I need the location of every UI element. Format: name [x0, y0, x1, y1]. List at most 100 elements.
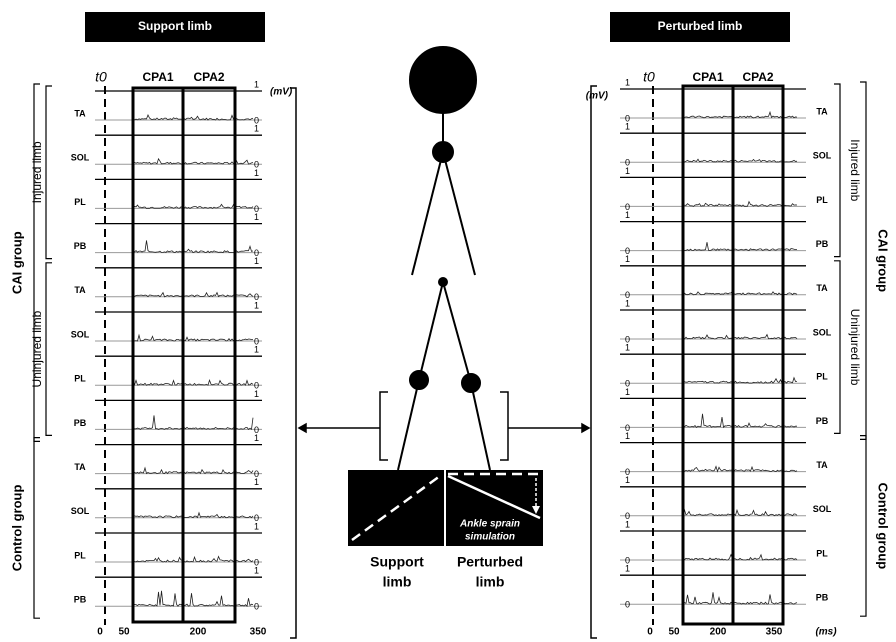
- unit-label: (mV): [586, 91, 609, 102]
- emg-trace: [683, 291, 797, 295]
- scale-one: 1: [254, 212, 259, 222]
- scale-one: 1: [625, 564, 630, 574]
- muscle-label: SOL: [71, 329, 90, 339]
- time-label: 50: [118, 627, 130, 638]
- scale-one: 1: [625, 475, 630, 485]
- figure: Support limb (mV) t0 CPA1 CPA2 1 0 TA 1 0 SOL 1 0 PL 1…: [0, 0, 896, 642]
- scale-one: 1: [254, 477, 259, 487]
- muscle-label: SOL: [71, 506, 90, 516]
- muscle-label: TA: [816, 460, 828, 470]
- time-unit: (ms): [815, 627, 837, 638]
- window-label: CPA1: [692, 70, 723, 84]
- emg-trace: [683, 510, 797, 516]
- muscle-label: PL: [816, 548, 828, 558]
- time-label: 200: [190, 627, 207, 638]
- panel-title: Support limb: [138, 19, 212, 33]
- muscle-label: PB: [816, 239, 829, 249]
- scale-one: 1: [254, 168, 259, 178]
- group-bracket: [860, 436, 866, 617]
- window-label: CPA2: [193, 70, 224, 84]
- window-label: CPA1: [142, 70, 173, 84]
- group-label: Control group: [9, 485, 24, 572]
- stick-figure: [398, 47, 490, 470]
- simulation-label: Ankle sprain: [459, 519, 520, 530]
- t0-label: t0: [643, 69, 655, 85]
- scale-one: 1: [625, 254, 630, 264]
- simulation-label: simulation: [465, 532, 515, 543]
- scale-one: 1: [625, 431, 630, 441]
- subgroup-bracket: [46, 86, 52, 259]
- subgroup-bracket: [46, 263, 52, 436]
- subgroup-label: Injured limb: [848, 139, 862, 201]
- scale-one: 1: [254, 433, 259, 443]
- subgroup-label: Uninjured limb: [848, 309, 862, 386]
- panel-bracket: [591, 86, 597, 638]
- emg-trace: [683, 159, 797, 162]
- muscle-label: PB: [74, 241, 87, 251]
- emg-trace: [683, 112, 797, 118]
- muscle-label: PB: [816, 416, 829, 426]
- muscle-label: TA: [74, 462, 86, 472]
- muscle-label: SOL: [813, 504, 832, 514]
- subgroup-bracket: [834, 84, 840, 257]
- muscle-label: SOL: [813, 327, 832, 337]
- scale-one: 1: [254, 345, 259, 355]
- scale-one: 1: [254, 389, 259, 399]
- group-bracket: [860, 82, 866, 439]
- support-label: limb: [383, 574, 412, 590]
- muscle-label: TA: [74, 285, 86, 295]
- scale-one: 1: [625, 166, 630, 176]
- muscle-label: PL: [816, 372, 828, 382]
- scale-one: 1: [625, 519, 630, 529]
- muscle-label: PL: [74, 197, 86, 207]
- time-label: 350: [766, 627, 783, 638]
- scale-one: 1: [625, 298, 630, 308]
- emg-trace: [683, 202, 797, 207]
- muscle-label: SOL: [71, 153, 90, 163]
- emg-trace: [683, 555, 797, 560]
- support-label: Support: [370, 554, 424, 570]
- scale-zero: 0: [254, 602, 259, 612]
- emg-trace: [683, 467, 797, 472]
- emg-trace: [683, 335, 797, 339]
- time-label: 200: [710, 627, 727, 638]
- unit-label: (mV): [270, 87, 293, 98]
- time-label: 0: [97, 627, 103, 638]
- subgroup-label: Uninjured limb: [30, 310, 44, 387]
- muscle-label: SOL: [813, 151, 832, 161]
- scale-one: 1: [625, 77, 630, 87]
- muscle-label: TA: [816, 283, 828, 293]
- scale-one: 1: [625, 210, 630, 220]
- scale-one: 1: [254, 79, 259, 89]
- scale-one: 1: [254, 124, 259, 134]
- group-label: CAI group: [9, 231, 24, 294]
- emg-trace: [683, 414, 797, 428]
- muscle-label: PL: [74, 374, 86, 384]
- scale-one: 1: [625, 343, 630, 353]
- group-label: Control group: [876, 483, 891, 570]
- muscle-label: TA: [816, 106, 828, 116]
- scale-one: 1: [625, 122, 630, 132]
- scale-one: 1: [254, 521, 259, 531]
- time-label: 350: [250, 627, 267, 638]
- emg-trace: [683, 242, 797, 250]
- panel-bracket: [290, 88, 296, 638]
- subgroup-label: Injured limb: [30, 141, 44, 203]
- brackets: [299, 392, 589, 460]
- scale-one: 1: [254, 566, 259, 576]
- time-label: 50: [668, 627, 680, 638]
- perturbed-label: limb: [476, 574, 505, 590]
- time-label: 0: [647, 627, 653, 638]
- scale-zero: 0: [625, 600, 630, 610]
- muscle-label: PL: [816, 195, 828, 205]
- scale-one: 1: [254, 256, 259, 266]
- muscle-label: PL: [74, 550, 86, 560]
- muscle-label: PB: [74, 418, 87, 428]
- subgroup-bracket: [834, 261, 840, 434]
- muscle-label: PB: [816, 593, 829, 603]
- scale-one: 1: [625, 387, 630, 397]
- group-label: CAI group: [876, 229, 891, 292]
- muscle-label: TA: [74, 108, 86, 118]
- window-label: CPA2: [742, 70, 773, 84]
- scale-one: 1: [254, 300, 259, 310]
